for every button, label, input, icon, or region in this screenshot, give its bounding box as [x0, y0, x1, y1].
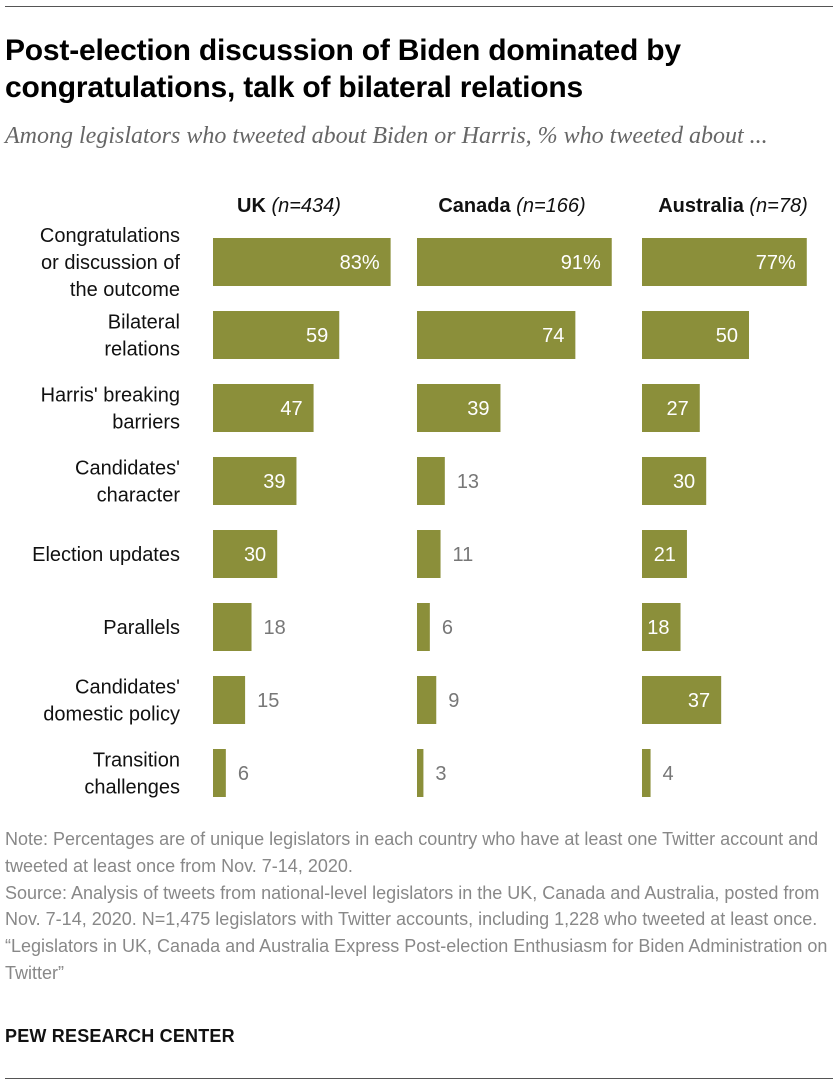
column-header-uk: UK (n=434) [237, 195, 341, 217]
bar-australia-4 [642, 457, 707, 505]
category-label-3: Harris' breaking barriers [41, 385, 180, 434]
report-citation: “Legislators in UK, Canada and Australia… [5, 936, 828, 983]
bar-uk-5 [213, 530, 278, 578]
column-header-canada: Canada (n=166) [438, 195, 585, 217]
column-header-australia: Australia (n=78) [658, 195, 808, 217]
value-label-uk-8: 6 [238, 763, 249, 785]
bar-canada-5 [417, 530, 441, 578]
category-label-5: Election updates [32, 544, 180, 566]
bar-australia-5 [642, 530, 687, 578]
value-label-australia-7: 37 [688, 690, 710, 712]
category-label-4: Candidates' character [75, 458, 180, 507]
value-label-canada-5: 11 [453, 544, 474, 566]
bar-chart: UK (n=434) Canada (n=166) Australia (n=78)… [32, 195, 808, 799]
value-label-australia-3: 27 [667, 398, 689, 420]
bar-canada-2 [417, 311, 576, 359]
value-label-australia-6: 18 [647, 617, 669, 639]
bar-canada-4 [417, 457, 445, 505]
bar-canada-6 [417, 603, 430, 651]
category-label-8: Transition challenges [84, 750, 180, 799]
value-label-canada-3: 39 [467, 398, 489, 420]
bar-canada-7 [417, 676, 437, 724]
bar-uk-7 [213, 676, 246, 724]
category-label-7: Candidates' domestic policy [43, 677, 180, 726]
bar-australia-1 [642, 238, 807, 286]
bar-uk-6 [213, 603, 252, 651]
value-label-uk-6: 18 [264, 617, 286, 639]
pew-research-center-logo-text: PEW RESEARCH CENTER [5, 1026, 235, 1046]
note-text: Note: Percentages are of unique legislat… [5, 829, 819, 876]
bar-uk-3 [213, 384, 314, 432]
bar-australia-2 [642, 311, 749, 359]
category-label-6: Parallels [103, 617, 180, 639]
value-label-australia-4: 30 [673, 471, 695, 493]
value-label-canada-6: 6 [442, 617, 453, 639]
category-label-1: Congratulations or discussion of the outco… [40, 225, 181, 301]
category-label-2: Bilateral relations [104, 312, 180, 361]
bar-australia-6 [642, 603, 681, 651]
value-label-uk-5: 30 [244, 544, 266, 566]
bar-canada-8 [417, 749, 424, 797]
value-label-uk-1: 83% [340, 252, 380, 274]
value-label-uk-7: 15 [257, 690, 279, 712]
value-label-australia-1: 77% [756, 252, 796, 274]
bar-australia-7 [642, 676, 722, 724]
bar-canada-1 [417, 238, 612, 286]
bar-australia-8 [642, 749, 651, 797]
bar-australia-3 [642, 384, 700, 432]
value-label-canada-8: 3 [435, 763, 446, 785]
top-rule [5, 6, 833, 7]
value-label-canada-1: 91% [561, 252, 601, 274]
value-label-canada-4: 13 [457, 471, 479, 493]
bottom-rule [5, 1078, 833, 1079]
chart-title: Post-election discussion of Biden domina… [5, 34, 681, 104]
value-label-australia-8: 4 [663, 763, 674, 785]
bar-canada-3 [417, 384, 501, 432]
bar-uk-1 [213, 238, 391, 286]
value-label-canada-7: 9 [448, 690, 459, 712]
value-label-uk-2: 59 [306, 325, 328, 347]
value-label-australia-2: 50 [716, 325, 738, 347]
value-label-canada-2: 74 [542, 325, 564, 347]
bar-uk-8 [213, 749, 226, 797]
chart-subtitle: Among legislators who tweeted about Bide… [5, 123, 768, 149]
notes-block: Note: Percentages are of unique legislat… [5, 826, 831, 987]
bar-uk-2 [213, 311, 340, 359]
bar-uk-4 [213, 457, 297, 505]
value-label-uk-4: 39 [263, 471, 285, 493]
value-label-uk-3: 47 [280, 398, 302, 420]
value-label-australia-5: 21 [654, 544, 676, 566]
source-text: Source: Analysis of tweets from national… [5, 882, 820, 930]
